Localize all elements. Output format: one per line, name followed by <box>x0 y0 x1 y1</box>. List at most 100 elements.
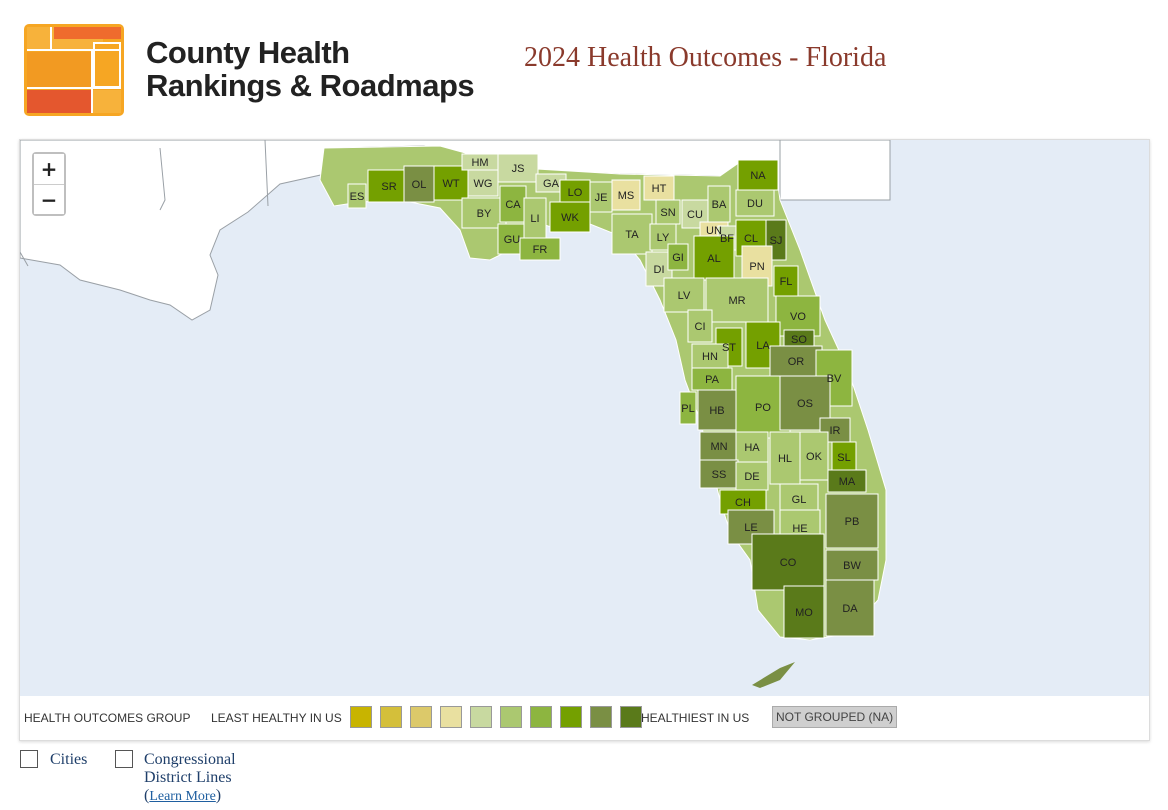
county-label-je: JE <box>595 192 608 204</box>
learn-more-link[interactable]: Learn More <box>149 789 216 804</box>
learn-close-paren: ) <box>215 787 222 804</box>
county-ta[interactable] <box>611 213 653 255</box>
county-da[interactable] <box>825 579 875 637</box>
legend-bar: HEALTH OUTCOMES GROUP LEAST HEALTHY IN U… <box>20 696 1149 740</box>
county-shapes <box>347 153 879 639</box>
county-label-wk: WK <box>561 212 579 224</box>
county-label-ci: CI <box>695 321 706 333</box>
district-lines-label[interactable]: Congressional District Lines (Learn More… <box>144 751 236 805</box>
legend-swatch-5 <box>470 706 492 728</box>
county-ok[interactable] <box>799 431 829 481</box>
county-mr[interactable] <box>705 277 769 323</box>
zoom-out-button[interactable]: − <box>34 184 64 214</box>
cities-checkbox[interactable] <box>20 750 38 768</box>
county-wg[interactable] <box>467 169 499 197</box>
county-label-gu: GU <box>504 234 521 246</box>
zoom-control: + − <box>32 152 66 216</box>
county-label-ms: MS <box>618 190 635 202</box>
county-label-ol: OL <box>412 179 427 191</box>
county-label-co: CO <box>780 557 797 569</box>
legend-swatch-1 <box>350 706 372 728</box>
county-label-ir: IR <box>830 425 841 437</box>
county-gi[interactable] <box>667 243 689 271</box>
district-lines-text[interactable]: Congressional District Lines <box>144 751 236 786</box>
county-pl[interactable] <box>679 391 697 425</box>
district-lines-checkbox[interactable] <box>115 750 133 768</box>
legend-swatch-9 <box>590 706 612 728</box>
brand-line-1: County Health <box>146 35 350 70</box>
map-canvas[interactable]: ES SR OL WT HM JS WG BY CA GU FR LI GA LO WK JE MS HT TA SN… <box>20 140 1149 696</box>
county-co[interactable] <box>751 533 825 591</box>
legend-na-swatch: NOT GROUPED (NA) <box>772 706 898 728</box>
county-label-sj: SJ <box>770 235 783 247</box>
county-label-sn: SN <box>660 207 675 219</box>
county-label-di: DI <box>654 264 665 276</box>
county-label-pb: PB <box>845 516 860 528</box>
county-fl[interactable] <box>773 265 799 297</box>
county-ol[interactable] <box>403 165 435 203</box>
county-ca[interactable] <box>499 185 527 223</box>
county-label-na: NA <box>750 170 766 182</box>
county-label-ch: CH <box>735 497 751 509</box>
county-label-mn: MN <box>710 441 727 453</box>
county-label-sl: SL <box>837 452 850 464</box>
legend-swatch-6 <box>500 706 522 728</box>
county-label-es: ES <box>350 191 365 203</box>
county-label-wg: WG <box>474 178 493 190</box>
county-na[interactable] <box>737 159 779 191</box>
county-pb[interactable] <box>825 493 879 549</box>
county-label-os: OS <box>797 398 813 410</box>
county-ma[interactable] <box>827 469 867 493</box>
county-label-cu: CU <box>687 209 703 221</box>
county-label-js: JS <box>512 163 525 175</box>
county-hb[interactable] <box>697 389 737 431</box>
county-label-mo: MO <box>795 607 813 619</box>
county-li[interactable] <box>523 197 547 239</box>
county-js[interactable] <box>497 153 539 183</box>
county-label-ha: HA <box>744 442 760 454</box>
county-du[interactable] <box>735 189 775 217</box>
learn-open-paren: ( <box>144 787 150 804</box>
county-wt[interactable] <box>433 165 469 201</box>
county-bw[interactable] <box>825 549 879 581</box>
county-label-he: HE <box>792 523 807 535</box>
county-label-vo: VO <box>790 311 806 323</box>
county-labels: ES SR OL WT HM JS WG BY CA GU FR LI GA LO WK JE MS HT TA SN… <box>350 157 862 619</box>
county-es[interactable] <box>347 183 367 209</box>
county-label-ht: HT <box>652 183 667 195</box>
county-sl[interactable] <box>831 441 857 473</box>
county-gl[interactable] <box>779 483 819 515</box>
county-sr[interactable] <box>367 169 411 203</box>
legend-group-label: HEALTH OUTCOMES GROUP <box>24 711 191 725</box>
county-label-li: LI <box>530 213 539 225</box>
county-label-ca: CA <box>505 199 521 211</box>
county-lv[interactable] <box>663 277 705 313</box>
county-ci[interactable] <box>687 309 713 343</box>
county-label-gi: GI <box>672 252 684 264</box>
county-hn[interactable] <box>691 343 729 369</box>
county-label-ss: SS <box>712 469 727 481</box>
county-label-ta: TA <box>625 229 639 241</box>
county-label-le: LE <box>744 522 757 534</box>
county-wk[interactable] <box>549 201 591 233</box>
chrr-logo <box>24 24 124 116</box>
county-ha[interactable] <box>735 431 769 463</box>
state-border-lines <box>20 140 781 267</box>
county-by[interactable] <box>461 197 507 229</box>
county-or[interactable] <box>769 345 823 377</box>
county-label-lo: LO <box>568 187 583 199</box>
county-mo[interactable] <box>783 585 825 639</box>
county-label-de: DE <box>744 471 759 483</box>
florida-keys <box>752 662 795 688</box>
zoom-in-button[interactable]: + <box>34 154 64 184</box>
county-label-or: OR <box>788 356 805 368</box>
map-svg[interactable]: ES SR OL WT HM JS WG BY CA GU FR LI GA LO WK JE MS HT TA SN… <box>20 140 1149 696</box>
county-label-ga: GA <box>543 178 560 190</box>
county-label-bw: BW <box>843 560 861 572</box>
county-label-gl: GL <box>792 494 807 506</box>
cities-label[interactable]: Cities <box>50 751 88 768</box>
county-al[interactable] <box>693 235 735 281</box>
county-ms[interactable] <box>611 179 641 211</box>
county-lo[interactable] <box>559 179 591 205</box>
county-label-by: BY <box>477 208 492 220</box>
